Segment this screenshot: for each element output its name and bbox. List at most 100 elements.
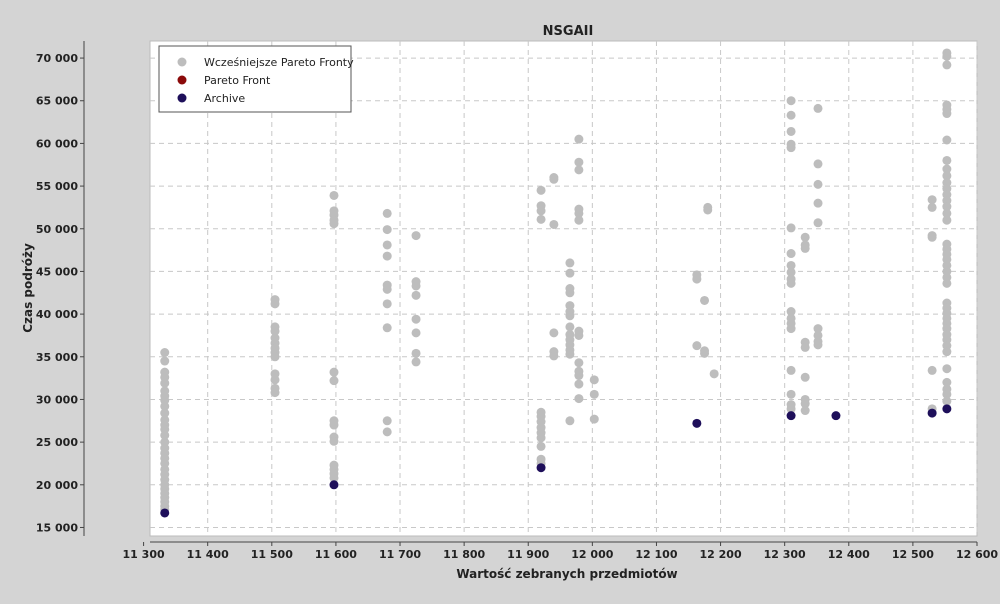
earlier-front-point bbox=[786, 260, 796, 270]
earlier-front-point bbox=[329, 190, 339, 200]
x-tick-label: 12 200 bbox=[700, 548, 742, 561]
earlier-front-point bbox=[927, 232, 937, 242]
earlier-front-point bbox=[565, 258, 575, 268]
earlier-front-point bbox=[549, 351, 559, 361]
y-tick-label: 30 000 bbox=[36, 393, 78, 406]
x-tick-label: 12 400 bbox=[828, 548, 870, 561]
y-tick-label: 35 000 bbox=[36, 351, 78, 364]
earlier-front-point bbox=[813, 340, 823, 350]
earlier-front-point bbox=[700, 295, 710, 305]
archive-point bbox=[329, 480, 339, 490]
earlier-front-point bbox=[800, 342, 810, 352]
earlier-front-point bbox=[942, 215, 952, 225]
earlier-front-point bbox=[574, 379, 584, 389]
earlier-front-point bbox=[329, 219, 339, 229]
earlier-front-point bbox=[411, 281, 421, 291]
earlier-front-point bbox=[574, 394, 584, 404]
earlier-front-point bbox=[270, 375, 280, 385]
earlier-front-point bbox=[800, 399, 810, 409]
x-tick-label: 12 300 bbox=[764, 548, 806, 561]
x-tick-label: 12 100 bbox=[635, 548, 677, 561]
earlier-front-point bbox=[942, 377, 952, 387]
x-tick-label: 11 600 bbox=[315, 548, 357, 561]
earlier-front-point bbox=[942, 135, 952, 145]
earlier-front-point bbox=[700, 348, 710, 358]
earlier-front-point bbox=[942, 347, 952, 357]
earlier-front-point bbox=[160, 356, 170, 366]
y-tick-label: 25 000 bbox=[36, 436, 78, 449]
earlier-front-point bbox=[565, 288, 575, 298]
earlier-front-point bbox=[786, 96, 796, 106]
earlier-front-point bbox=[382, 323, 392, 333]
archive-point bbox=[692, 418, 702, 428]
earlier-front-point bbox=[813, 218, 823, 228]
y-ticks: 15 000 20 000 25 000 30 000 35 000 40 000 45 0… bbox=[36, 52, 84, 534]
archive-point bbox=[160, 508, 170, 518]
y-axis-label: Czas podróży bbox=[21, 243, 35, 333]
earlier-front-point bbox=[786, 365, 796, 375]
earlier-front-point bbox=[786, 278, 796, 288]
legend-marker-pareto-front bbox=[177, 75, 187, 85]
earlier-front-point bbox=[549, 328, 559, 338]
earlier-front-point bbox=[160, 430, 170, 440]
earlier-front-point bbox=[329, 420, 339, 430]
earlier-front-point bbox=[574, 165, 584, 175]
x-tick-label: 11 800 bbox=[443, 548, 485, 561]
earlier-front-point bbox=[574, 330, 584, 340]
y-tick-label: 65 000 bbox=[36, 95, 78, 108]
earlier-front-point bbox=[800, 406, 810, 416]
x-tick-label: 11 700 bbox=[379, 548, 421, 561]
y-tick-label: 15 000 bbox=[36, 521, 78, 534]
earlier-front-point bbox=[382, 299, 392, 309]
earlier-front-point bbox=[411, 357, 421, 367]
earlier-front-point bbox=[565, 322, 575, 332]
archive-point bbox=[536, 463, 546, 473]
x-tick-label: 11 300 bbox=[123, 548, 165, 561]
earlier-front-point bbox=[536, 214, 546, 224]
earlier-front-point bbox=[329, 436, 339, 446]
legend-marker-earlier-fronts bbox=[177, 57, 187, 67]
earlier-front-point bbox=[927, 202, 937, 212]
earlier-front-point bbox=[574, 134, 584, 144]
earlier-front-point bbox=[160, 408, 170, 418]
earlier-front-point bbox=[813, 324, 823, 334]
earlier-front-point bbox=[329, 473, 339, 483]
points-layer bbox=[160, 48, 952, 518]
earlier-front-point bbox=[549, 219, 559, 229]
x-tick-label: 12 000 bbox=[571, 548, 613, 561]
earlier-front-point bbox=[565, 268, 575, 278]
earlier-front-point bbox=[927, 365, 937, 375]
earlier-front-point bbox=[160, 401, 170, 411]
earlier-front-point bbox=[270, 299, 280, 309]
y-tick-label: 55 000 bbox=[36, 180, 78, 193]
earlier-front-point bbox=[565, 416, 575, 426]
earlier-front-point bbox=[942, 364, 952, 374]
x-ticks: 11 300 11 400 11 500 11 600 11 700 11 800 11 9… bbox=[123, 542, 998, 561]
earlier-front-point bbox=[565, 311, 575, 321]
x-tick-label: 12 500 bbox=[892, 548, 934, 561]
chart-title: NSGAII bbox=[543, 24, 594, 39]
x-tick-label: 11 900 bbox=[507, 548, 549, 561]
earlier-front-point bbox=[942, 60, 952, 70]
earlier-front-point bbox=[942, 109, 952, 119]
archive-point bbox=[927, 408, 937, 418]
earlier-front-point bbox=[382, 240, 392, 250]
y-tick-label: 20 000 bbox=[36, 479, 78, 492]
earlier-front-point bbox=[382, 251, 392, 261]
earlier-front-point bbox=[574, 371, 584, 381]
earlier-front-point bbox=[927, 195, 937, 205]
earlier-front-point bbox=[382, 427, 392, 437]
x-tick-label: 11 500 bbox=[251, 548, 293, 561]
earlier-front-point bbox=[942, 208, 952, 218]
earlier-front-point bbox=[942, 202, 952, 212]
x-axis-label: Wartość zebranych przedmiotów bbox=[456, 567, 677, 581]
earlier-front-point bbox=[813, 159, 823, 169]
earlier-front-point bbox=[382, 208, 392, 218]
earlier-front-point bbox=[786, 249, 796, 259]
y-tick-label: 40 000 bbox=[36, 308, 78, 321]
earlier-front-point bbox=[411, 314, 421, 324]
earlier-front-point bbox=[800, 243, 810, 253]
earlier-front-point bbox=[942, 51, 952, 61]
y-tick-label: 60 000 bbox=[36, 137, 78, 150]
earlier-front-point bbox=[160, 348, 170, 358]
